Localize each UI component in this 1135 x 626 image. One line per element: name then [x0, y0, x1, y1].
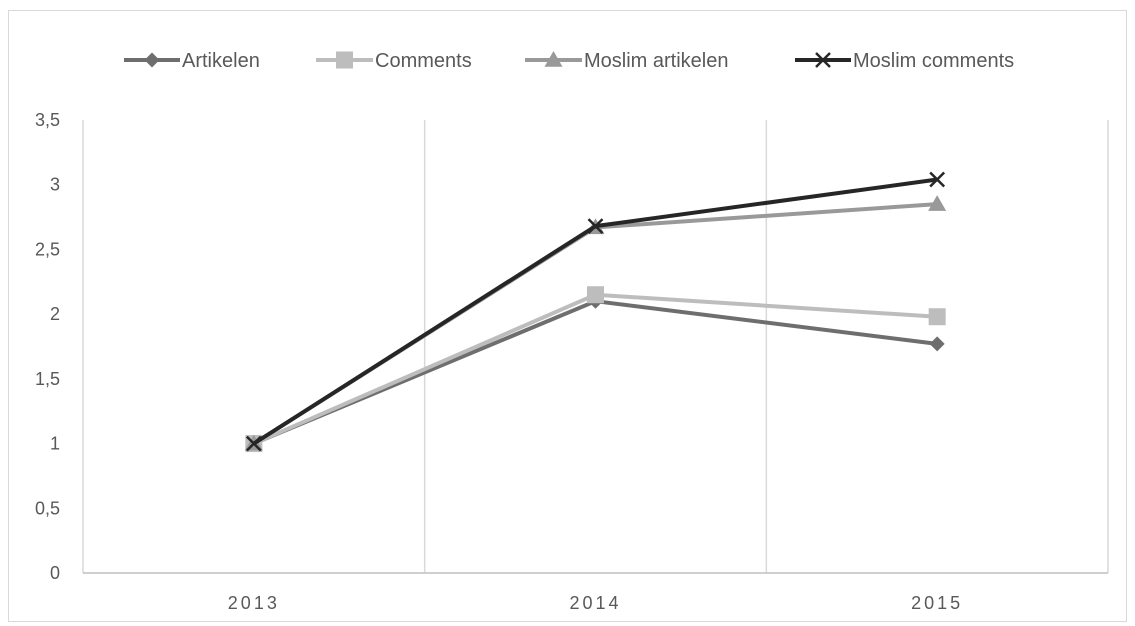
series-line: [253, 292, 938, 446]
x-tick-label: 2015: [911, 593, 963, 613]
y-tick-labels: 0 0,5 1 1,5 2 2,5 3 3,5: [35, 110, 60, 583]
legend-swatch-marker: [336, 51, 353, 69]
legend-item: Comments: [316, 50, 472, 72]
legend-item: Moslim comments: [795, 50, 1014, 72]
series-lines: [244, 171, 947, 453]
legend: Artikelen Comments Moslim artikelen Moslim …: [124, 50, 1014, 72]
series-artikelen: [246, 293, 945, 452]
series-line: [252, 202, 938, 446]
data-point: [587, 286, 604, 304]
data-point: [587, 218, 604, 235]
legend-label: Moslim comments: [853, 50, 1014, 72]
y-tick-label: 1: [50, 434, 60, 454]
data-point: [245, 435, 262, 452]
y-tick-label: 1,5: [35, 369, 60, 389]
legend-label: Artikelen: [182, 50, 260, 72]
legend-item: Moslim artikelen: [525, 50, 728, 72]
axes: [82, 120, 1108, 574]
series-moslim-comments: [245, 171, 946, 452]
series-comments: [245, 286, 946, 453]
legend-swatch-marker: [815, 52, 831, 68]
x-tick-label: 2013: [228, 593, 280, 613]
y-tick-label: 2,5: [35, 239, 60, 259]
data-point: [929, 336, 945, 352]
y-tick-label: 3: [50, 175, 60, 195]
legend-label: Comments: [375, 50, 472, 72]
series-line: [253, 299, 938, 446]
x-tick-labels: 2013 2014 2015: [228, 593, 963, 613]
series-moslim-artikelen: [244, 195, 947, 451]
data-point: [928, 308, 946, 326]
y-tick-label: 0: [50, 563, 60, 583]
legend-item: Artikelen: [124, 50, 260, 72]
y-tick-label: 0,5: [35, 498, 60, 518]
legend-swatch-marker: [144, 52, 160, 68]
y-tick-label: 2: [50, 304, 60, 324]
legend-label: Moslim artikelen: [584, 50, 728, 72]
x-tick-label: 2014: [569, 593, 621, 613]
grid-lines: [423, 120, 1109, 573]
y-tick-label: 3,5: [35, 110, 60, 130]
legend-swatch-marker: [544, 51, 563, 67]
data-point: [928, 195, 947, 211]
data-point: [929, 171, 946, 188]
